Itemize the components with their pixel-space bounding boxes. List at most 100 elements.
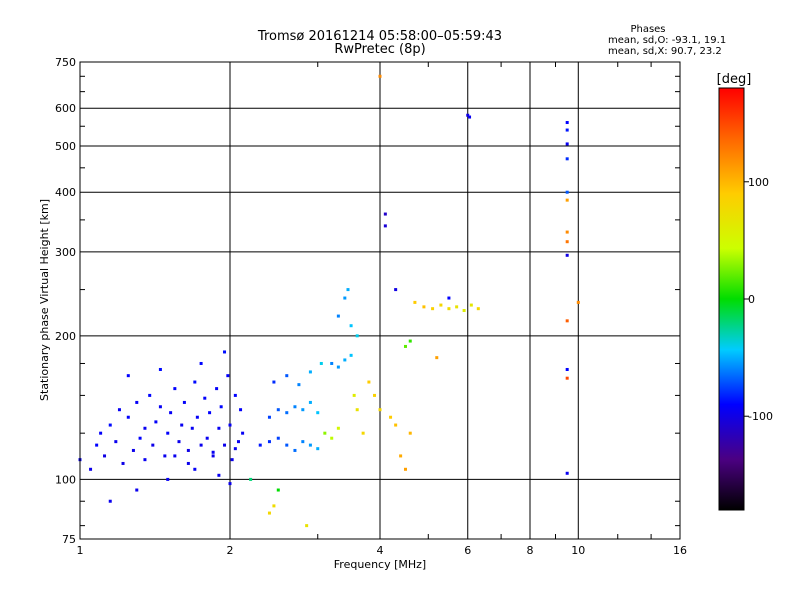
data-point: [468, 115, 472, 119]
data-point: [285, 411, 289, 415]
data-point: [99, 431, 103, 435]
data-point: [166, 477, 170, 481]
data-point: [367, 380, 371, 384]
data-point: [186, 448, 190, 452]
data-point: [195, 415, 199, 419]
data-point: [394, 288, 398, 292]
x-tick-label: 2: [227, 544, 234, 557]
y-axis-label: Stationary phase Virtual Height [km]: [38, 199, 51, 401]
y-tick-label: 600: [55, 102, 76, 115]
data-point: [217, 426, 221, 430]
data-point: [173, 387, 177, 391]
data-point: [233, 393, 237, 397]
data-point: [230, 458, 234, 462]
data-point: [276, 408, 280, 412]
data-point: [148, 393, 152, 397]
data-point: [431, 307, 435, 311]
data-point: [285, 443, 289, 447]
y-tick-label: 100: [55, 473, 76, 486]
x-tick-label: 6: [464, 544, 471, 557]
data-point: [297, 383, 301, 387]
stats-line-o: mean, sd,O: -93.1, 19.1: [608, 35, 726, 46]
plot-grid: [80, 62, 680, 539]
data-point: [211, 454, 215, 458]
data-point: [565, 376, 569, 380]
data-point: [330, 436, 334, 440]
data-point: [276, 436, 280, 440]
data-point: [336, 426, 340, 430]
data-point: [135, 488, 139, 492]
data-point: [330, 361, 334, 365]
y-tick-label: 200: [55, 330, 76, 343]
data-point: [126, 415, 130, 419]
data-point: [193, 467, 197, 471]
data-point: [121, 461, 125, 465]
y-tick-label: 750: [55, 56, 76, 69]
stats-line-x: mean, sd,X: 90.7, 23.2: [608, 46, 722, 57]
data-point: [435, 356, 439, 360]
data-point: [158, 405, 162, 409]
data-point: [154, 420, 158, 424]
data-point: [476, 307, 480, 311]
data-point: [301, 408, 305, 412]
data-point: [226, 374, 230, 378]
stats-heading: Phases: [630, 24, 665, 35]
data-point: [565, 253, 569, 257]
data-point: [352, 393, 356, 397]
data-point: [223, 443, 227, 447]
data-point: [223, 350, 227, 354]
data-point: [166, 431, 170, 435]
data-point: [267, 415, 271, 419]
y-tick-label: 300: [55, 246, 76, 259]
data-point: [241, 431, 245, 435]
data-point: [193, 380, 197, 384]
data-point: [205, 436, 209, 440]
data-point: [177, 440, 181, 444]
data-point: [267, 511, 271, 515]
data-point: [108, 499, 112, 503]
data-point: [203, 396, 207, 400]
data-point: [182, 400, 186, 404]
data-point: [151, 443, 155, 447]
data-point: [211, 450, 215, 454]
data-point: [565, 240, 569, 244]
data-point: [199, 443, 203, 447]
data-point: [131, 448, 135, 452]
data-point: [346, 288, 350, 292]
colorbar-ticks: -100 0 100: [744, 176, 773, 423]
data-point: [316, 411, 320, 415]
data-point: [565, 319, 569, 323]
data-point: [308, 443, 312, 447]
data-point: [565, 471, 569, 475]
data-point: [190, 426, 194, 430]
data-point: [285, 374, 289, 378]
data-point: [173, 454, 177, 458]
x-tick-label: 8: [527, 544, 534, 557]
data-point: [455, 305, 459, 309]
data-point: [249, 477, 253, 481]
data-point: [399, 454, 403, 458]
data-point: [95, 443, 99, 447]
x-tick-label: 1: [77, 544, 84, 557]
data-point: [413, 300, 417, 304]
data-point: [169, 411, 173, 415]
data-point: [293, 405, 297, 409]
colorbar: [718, 87, 745, 511]
data-point: [343, 358, 347, 362]
data-point: [336, 365, 340, 369]
x-axis: 1 2 4 6 8 10 16: [77, 62, 687, 557]
data-point: [565, 128, 569, 132]
x-tick-label: 4: [377, 544, 384, 557]
data-point: [383, 212, 387, 216]
data-point: [469, 303, 473, 307]
data-point: [378, 408, 382, 412]
data-point: [89, 467, 93, 471]
y-tick-label: 500: [55, 140, 76, 153]
data-point: [219, 405, 223, 409]
data-point: [565, 230, 569, 234]
data-point: [103, 454, 107, 458]
data-point: [143, 458, 147, 462]
data-point: [565, 142, 569, 146]
data-point: [439, 303, 443, 307]
